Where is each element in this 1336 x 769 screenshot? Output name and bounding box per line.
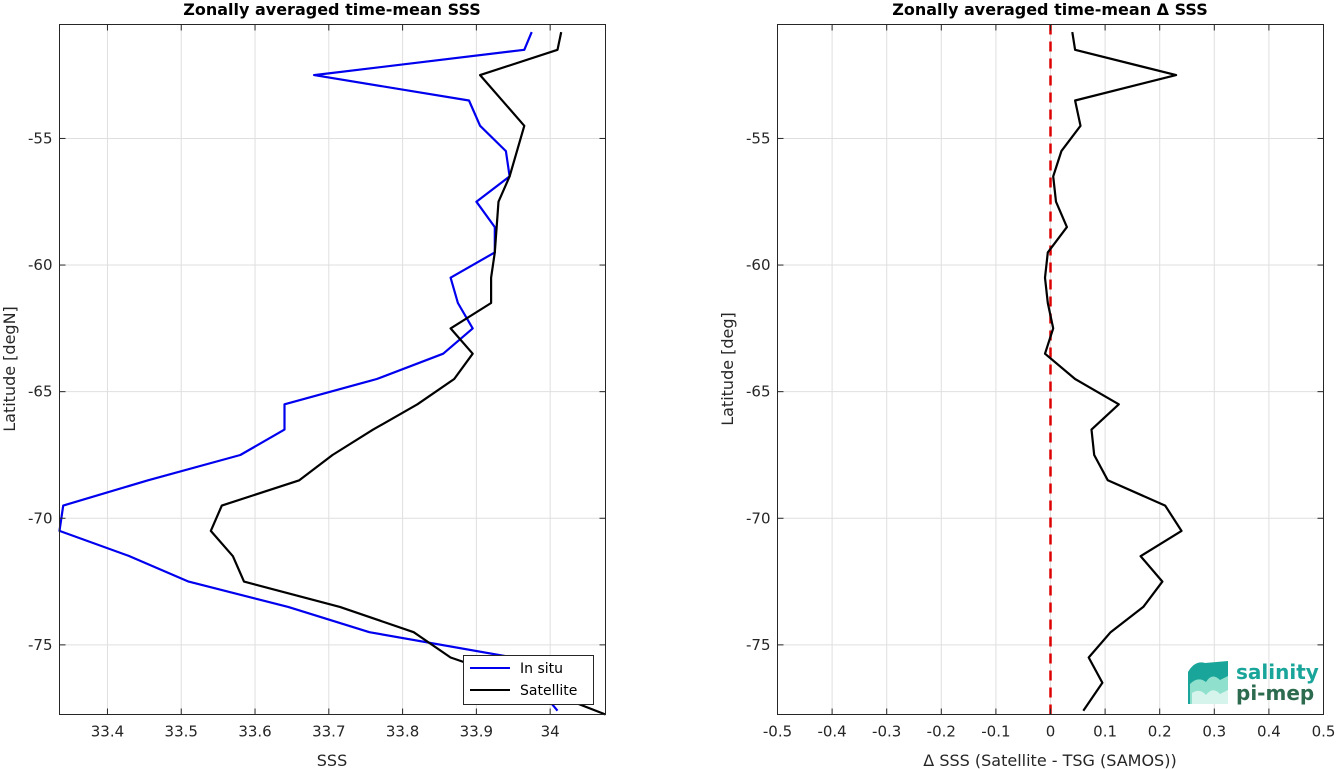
x-tick-label: 33.7 xyxy=(312,723,345,741)
sss-panel: 33.4 33.5 33.6 33.7 33.8 33.9 34 -55 -60 -65 -70 -7… xyxy=(0,0,606,769)
x-tick-label: 0.2 xyxy=(1148,723,1172,741)
delta-sss-chart-title: Zonally averaged time-mean Δ SSS xyxy=(892,0,1208,19)
legend-label-in-situ: In situ xyxy=(520,661,563,677)
x-tick-label: 0.1 xyxy=(1093,723,1117,741)
series-line-in-situ xyxy=(58,31,559,712)
y-tick-label: -75 xyxy=(28,636,53,654)
series-line-satellite xyxy=(209,31,606,716)
x-tick-label: 33.4 xyxy=(91,723,124,741)
logo-text-salinity: salinity xyxy=(1236,660,1319,684)
legend-box xyxy=(463,655,594,705)
sss-y-axis-label: Latitude [degN] xyxy=(0,306,19,432)
x-tick-label: -0.4 xyxy=(817,723,846,741)
wave-icon xyxy=(1188,661,1228,704)
x-tick-label: 33.9 xyxy=(460,723,493,741)
y-tick-label: -55 xyxy=(28,129,53,147)
x-tick-label: 33.5 xyxy=(165,723,198,741)
y-tick-label: -70 xyxy=(746,509,771,527)
delta-sss-x-axis-label: Δ SSS (Satellite - TSG (SAMOS)) xyxy=(923,751,1176,769)
x-tick-label: 33.6 xyxy=(238,723,271,741)
x-tick-label: 34 xyxy=(541,723,560,741)
x-tick-label: 0 xyxy=(1046,723,1056,741)
y-tick-label: -70 xyxy=(28,509,53,527)
y-tick-label: -75 xyxy=(746,636,771,654)
y-tick-label: -60 xyxy=(746,256,771,274)
x-tick-label: -0.2 xyxy=(927,723,956,741)
sss-x-axis-label: SSS xyxy=(317,751,347,769)
delta-sss-ticks: -0.5 -0.4 -0.3 -0.2 -0.1 0 0.1 0.2 0.3 0.4 0.5 -55 -… xyxy=(746,24,1336,741)
y-tick-label: -65 xyxy=(746,383,771,401)
sss-axes-frame xyxy=(59,24,606,715)
sss-chart-title: Zonally averaged time-mean SSS xyxy=(183,0,481,19)
salinity-pi-mep-logo: salinity pi-mep xyxy=(1188,660,1319,705)
x-tick-label: -0.5 xyxy=(763,723,792,741)
legend-label-satellite: Satellite xyxy=(520,683,577,699)
x-tick-label: 0.5 xyxy=(1312,723,1336,741)
sss-series xyxy=(58,31,606,716)
x-tick-label: -0.1 xyxy=(981,723,1010,741)
delta-sss-series xyxy=(1043,31,1183,712)
delta-sss-y-axis-label: Latitude [deg] xyxy=(718,312,737,426)
x-tick-label: 33.8 xyxy=(386,723,419,741)
y-tick-label: -65 xyxy=(28,383,53,401)
delta-sss-panel: -0.5 -0.4 -0.3 -0.2 -0.1 0 0.1 0.2 0.3 0.4 0.5 -55 -… xyxy=(718,0,1335,769)
x-tick-label: 0.4 xyxy=(1257,723,1281,741)
y-tick-label: -55 xyxy=(746,129,771,147)
y-tick-label: -60 xyxy=(28,256,53,274)
logo-text-pi-mep: pi-mep xyxy=(1236,681,1314,705)
legend: In situ Satellite xyxy=(463,655,594,705)
x-tick-label: 0.3 xyxy=(1202,723,1226,741)
x-tick-label: -0.3 xyxy=(872,723,901,741)
series-line-delta xyxy=(1043,31,1183,712)
sss-ticks: 33.4 33.5 33.6 33.7 33.8 33.9 34 -55 -60 -65 -70 -7… xyxy=(28,24,606,741)
